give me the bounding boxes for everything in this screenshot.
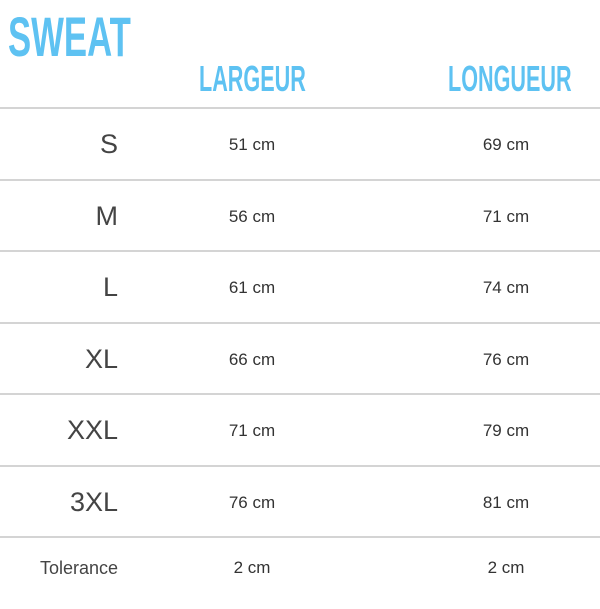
size-label: M bbox=[95, 201, 119, 231]
longueur-value: 81 cm bbox=[482, 493, 530, 512]
column-header-longueur: LONGUEUR bbox=[448, 58, 572, 99]
largeur-value: 51 cm bbox=[228, 135, 276, 154]
largeur-value: 56 cm bbox=[228, 207, 276, 226]
largeur-value: 76 cm bbox=[228, 493, 276, 512]
longueur-value: 69 cm bbox=[482, 135, 530, 154]
largeur-value: 2 cm bbox=[233, 558, 271, 577]
table-row: 3XL 76 cm 81 cm bbox=[0, 465, 600, 538]
longueur-value: 2 cm bbox=[487, 558, 525, 577]
largeur-value: 71 cm bbox=[228, 421, 276, 440]
table-row: S 51 cm 69 cm bbox=[0, 107, 600, 180]
table-row: L 61 cm 74 cm bbox=[0, 250, 600, 323]
largeur-value: 66 cm bbox=[228, 350, 276, 369]
largeur-value: 61 cm bbox=[228, 278, 276, 297]
table-row: Tolerance 2 cm 2 cm bbox=[0, 536, 600, 609]
table-row: M 56 cm 71 cm bbox=[0, 179, 600, 252]
page-title: SWEAT bbox=[8, 5, 131, 68]
size-label: 3XL bbox=[69, 487, 118, 517]
size-label: S bbox=[99, 129, 118, 159]
table-row: XL 66 cm 76 cm bbox=[0, 322, 600, 395]
size-label: XXL bbox=[66, 415, 118, 445]
size-label: Tolerance bbox=[39, 558, 118, 578]
longueur-value: 76 cm bbox=[482, 350, 530, 369]
longueur-value: 74 cm bbox=[482, 278, 530, 297]
longueur-value: 71 cm bbox=[482, 207, 530, 226]
size-label: XL bbox=[84, 344, 118, 374]
column-header-largeur: LARGEUR bbox=[199, 58, 306, 99]
size-label: L bbox=[102, 272, 118, 302]
table-row: XXL 71 cm 79 cm bbox=[0, 393, 600, 466]
longueur-value: 79 cm bbox=[482, 421, 530, 440]
